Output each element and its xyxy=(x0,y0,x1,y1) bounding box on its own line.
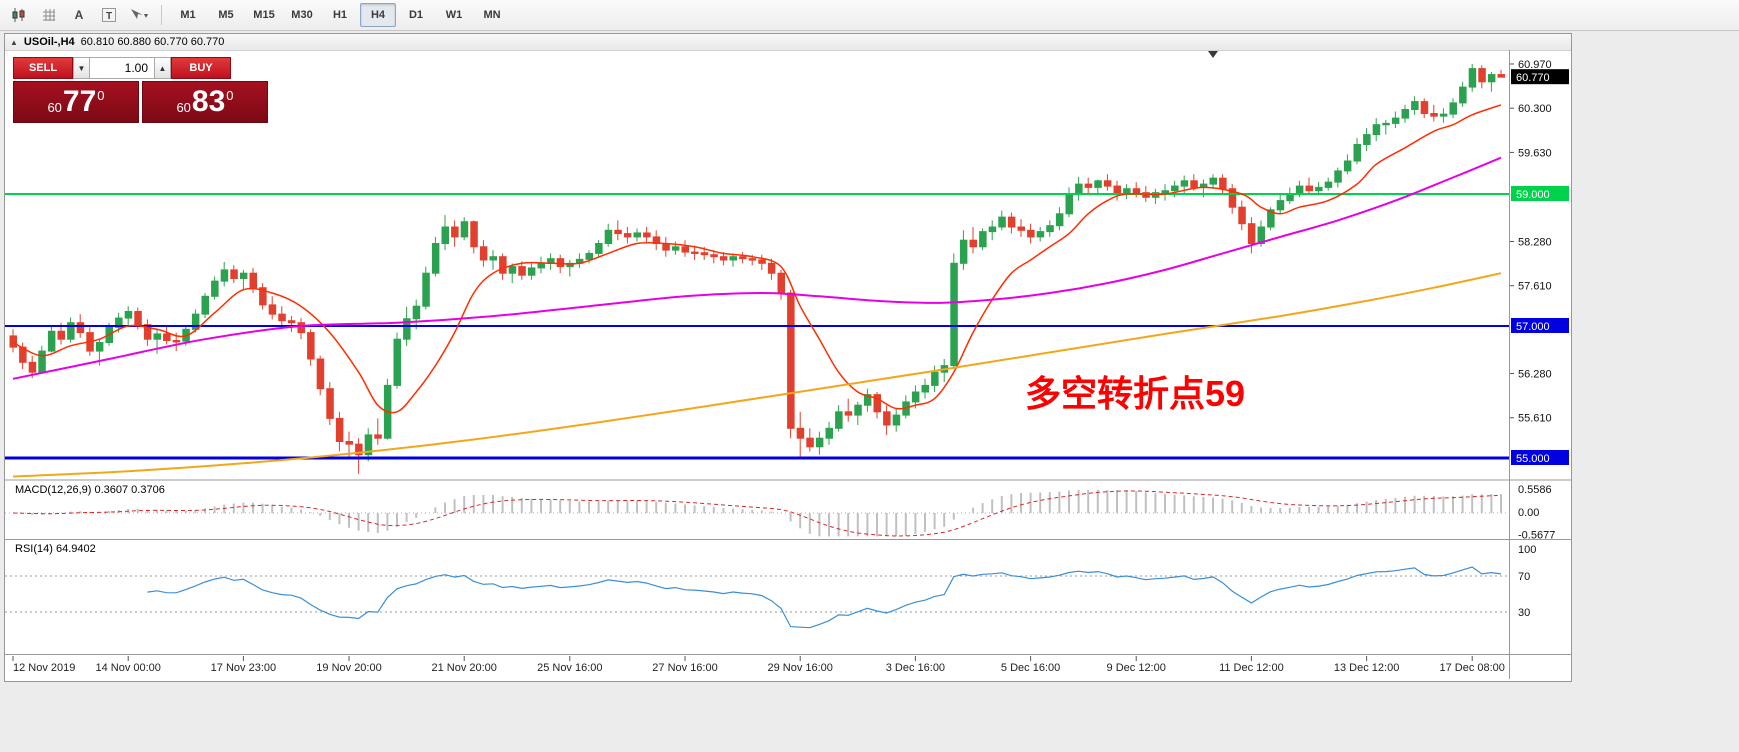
price-tick-label: 55.610 xyxy=(1518,413,1552,425)
price-badge-label: 60.770 xyxy=(1516,72,1550,84)
price-tick-label: 56.280 xyxy=(1518,369,1552,381)
timeframe-button-h4[interactable]: H4 xyxy=(360,3,396,27)
svg-text:A: A xyxy=(75,8,84,22)
time-axis-label: 17 Nov 23:00 xyxy=(211,662,276,674)
sell-price-panel[interactable]: 60 77 0 xyxy=(13,81,139,123)
sell-button[interactable]: SELL xyxy=(13,57,73,79)
time-axis-label: 11 Dec 12:00 xyxy=(1219,662,1284,674)
timeframe-button-w1[interactable]: W1 xyxy=(445,9,463,21)
medium-ma-line xyxy=(12,156,1502,380)
sell-price-prefix: 60 xyxy=(47,100,62,115)
timeframe-button-m15[interactable]: M15 xyxy=(253,9,275,21)
macd-title: MACD(12,26,9) 0.3607 0.3706 xyxy=(15,484,165,496)
chart-canvas[interactable]: 60.970 60.300 59.630 58.280 57.610 56.280 55.6… xyxy=(5,50,1571,679)
price-tick-label: 57.610 xyxy=(1518,281,1552,293)
main-price-pane[interactable] xyxy=(5,63,1509,478)
time-axis-label: 27 Nov 16:00 xyxy=(652,662,717,674)
buy-button[interactable]: BUY xyxy=(171,57,231,79)
fast-ma-line xyxy=(12,104,1502,414)
sell-price-sup: 0 xyxy=(97,88,105,103)
price-badge xyxy=(1511,450,1569,465)
price-badge-label: 59.000 xyxy=(1516,189,1550,201)
candlestick-series xyxy=(9,63,1505,474)
cursor-tool-icon[interactable]: A xyxy=(65,2,93,28)
macd-axis-label: 0.00 xyxy=(1518,507,1539,519)
timeframe-button-h1[interactable]: H1 xyxy=(332,9,348,21)
rsi-axis-label: 70 xyxy=(1518,571,1530,583)
price-tick-label: 60.300 xyxy=(1518,103,1552,115)
time-axis-label: 12 Nov 2019 xyxy=(13,662,75,674)
buy-price-sup: 0 xyxy=(226,88,234,103)
indicators-icon[interactable] xyxy=(35,2,63,28)
timeframe-button-mn[interactable]: MN xyxy=(483,9,501,21)
rsi-axis-label: 30 xyxy=(1518,607,1530,619)
macd-axis-label: 0.5586 xyxy=(1518,484,1552,496)
price-badge-label: 55.000 xyxy=(1516,453,1550,465)
price-badge xyxy=(1511,318,1569,333)
timeframe-button-m30[interactable]: M30 xyxy=(291,9,313,21)
price-badge-label: 57.000 xyxy=(1516,321,1550,333)
buy-price-prefix: 60 xyxy=(176,100,191,115)
toolbar-separator xyxy=(161,5,162,25)
sell-price-big: 77 xyxy=(62,85,97,118)
slow-ma-line xyxy=(12,272,1502,478)
timeframe-button-d1[interactable]: D1 xyxy=(408,9,424,21)
time-axis-label: 19 Nov 20:00 xyxy=(316,662,381,674)
time-axis-label: 14 Nov 00:00 xyxy=(95,662,160,674)
time-axis-label: 9 Dec 12:00 xyxy=(1107,662,1166,674)
ohlc-readout: 60.810 60.880 60.770 60.770 xyxy=(80,36,225,48)
symbol-strip: ▲ USOil-,H4 60.810 60.880 60.770 60.770 xyxy=(5,34,1571,51)
price-tick-label: 59.630 xyxy=(1518,147,1552,159)
symbol-title: USOil-,H4 xyxy=(23,36,75,48)
price-axis[interactable]: 60.970 60.300 59.630 58.280 57.610 56.280 55.6… xyxy=(1509,59,1569,619)
chart-type-icon[interactable] xyxy=(5,2,33,28)
volume-down-button[interactable]: ▼ xyxy=(73,57,90,79)
price-badge xyxy=(1511,186,1569,201)
rsi-line xyxy=(147,566,1502,629)
macd-signal-line xyxy=(12,490,1502,537)
chart-annotation: 多空转折点59 xyxy=(1025,373,1246,414)
macd-pane[interactable] xyxy=(5,489,1509,537)
chart-window: ▲ USOil-,H4 60.810 60.880 60.770 60.770 … xyxy=(4,33,1572,682)
time-axis-label: 3 Dec 16:00 xyxy=(886,662,945,674)
time-axis-label: 29 Nov 16:00 xyxy=(767,662,832,674)
time-axis-label: 5 Dec 16:00 xyxy=(1001,662,1060,674)
rsi-axis-label: 100 xyxy=(1518,544,1536,556)
time-axis-label: 17 Dec 08:00 xyxy=(1439,662,1504,674)
time-axis-label: 21 Nov 20:00 xyxy=(431,662,496,674)
shapes-dropdown-icon[interactable] xyxy=(125,2,153,28)
timeframe-bar: M1 M5 M15 M30 H1 H4 D1 W1 MN xyxy=(169,3,511,27)
chart-shift-marker[interactable] xyxy=(1208,51,1218,58)
time-axis[interactable]: 12 Nov 2019 14 Nov 00:00 17 Nov 23:00 19 No… xyxy=(12,656,1505,674)
rsi-pane[interactable] xyxy=(5,566,1509,629)
price-tick-label: 60.970 xyxy=(1518,59,1552,71)
timeframe-button-m1[interactable]: M1 xyxy=(180,9,196,21)
macd-axis-label: -0.5677 xyxy=(1518,529,1555,541)
one-click-trading-widget: SELL ▼ ▲ BUY 60 77 0 60 83 0 xyxy=(13,57,271,123)
buy-price-panel[interactable]: 60 83 0 xyxy=(142,81,268,123)
time-axis-label: 13 Dec 12:00 xyxy=(1334,662,1399,674)
time-axis-label: 25 Nov 16:00 xyxy=(537,662,602,674)
timeframe-button-m5[interactable]: M5 xyxy=(218,9,234,21)
volume-up-button[interactable]: ▲ xyxy=(154,57,171,79)
price-tick-label: 58.280 xyxy=(1518,237,1552,249)
price-badge xyxy=(1511,69,1569,85)
text-tool-icon[interactable]: T xyxy=(95,2,123,28)
rsi-title: RSI(14) 64.9402 xyxy=(15,543,96,555)
volume-input[interactable] xyxy=(90,57,154,79)
buy-price-big: 83 xyxy=(191,85,226,118)
svg-text:T: T xyxy=(106,11,112,22)
collapse-icon[interactable]: ▲ xyxy=(10,37,18,47)
